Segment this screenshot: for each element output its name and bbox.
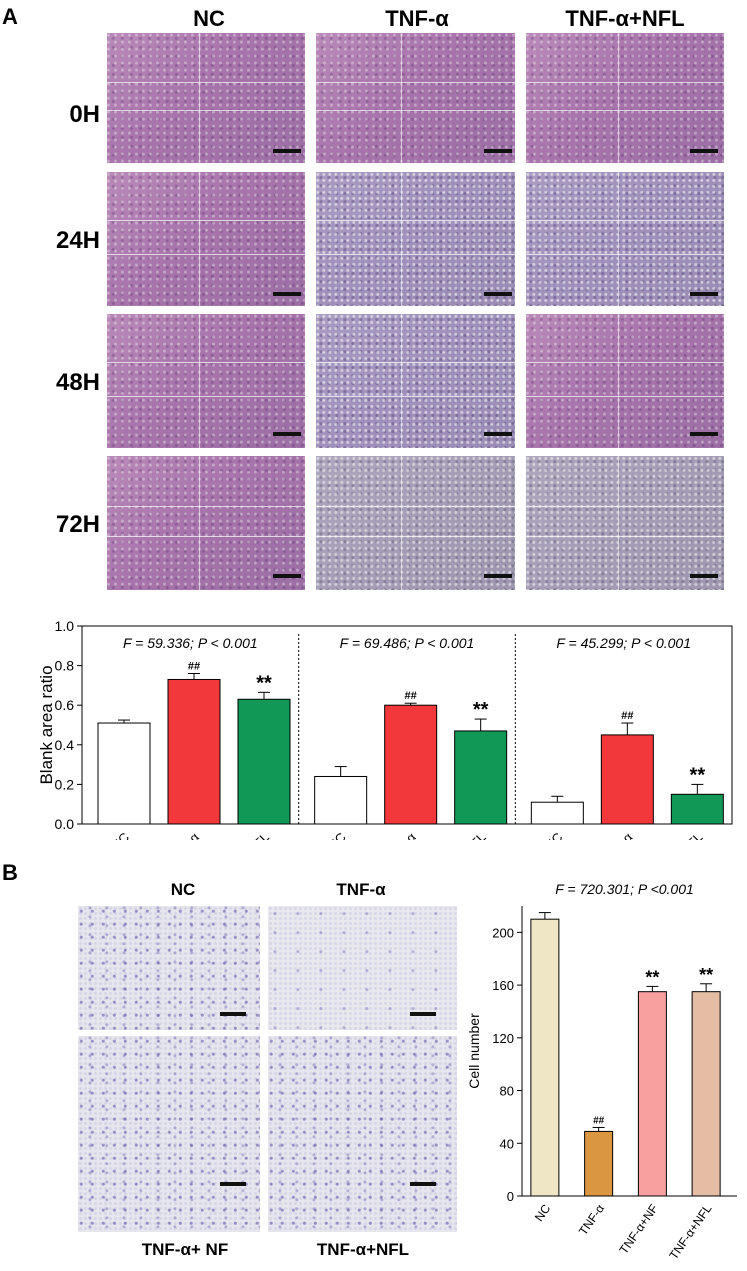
x-tick-label: TNF-α+NFL: [429, 830, 489, 840]
transwell-image-nc: [78, 906, 260, 1030]
group-stat: F = 45.299; P < 0.001: [556, 635, 691, 651]
micrograph-tnf-nfl-48h: [526, 314, 724, 448]
image-label-nc: NC: [170, 880, 196, 899]
bar-NC: [530, 918, 560, 1197]
x-tick-label: TNF-α: [382, 829, 419, 840]
bar-NC: [530, 801, 584, 825]
image-label-tnf-nf: TNF-α+ NF: [141, 1240, 229, 1259]
bar-TNF-α+NFL: [237, 698, 291, 825]
column-label-nc: NC: [193, 6, 225, 31]
transwell-image-tnf-nfl: [268, 1036, 457, 1232]
bar-NC: [97, 722, 151, 825]
row-label-48h: 48H: [55, 369, 100, 396]
bar-TNF-α: [384, 704, 438, 825]
micrograph-tnf-nfl-0h: [526, 33, 724, 163]
y-tick-label: 1.0: [55, 618, 75, 634]
y-tick-label: 0.2: [55, 776, 75, 792]
x-tick-label: NC: [542, 830, 566, 840]
y-tick-label: 80: [500, 1084, 514, 1099]
micrograph-tnf-0h: [316, 33, 515, 163]
x-tick-label: NC: [325, 830, 349, 840]
bar-TNF-α+NFL: [454, 730, 508, 825]
y-axis-label: Cell number: [466, 1013, 482, 1089]
x-tick-label: TNF-α+NFL: [666, 1201, 714, 1262]
transwell-image-tnf: [268, 906, 457, 1030]
bar-TNF-α: [584, 1130, 614, 1197]
significance-mark: **: [690, 764, 706, 786]
bar-NC: [314, 775, 368, 825]
y-tick-label: 120: [492, 1031, 514, 1046]
significance-mark: ##: [405, 690, 417, 702]
micrograph-tnf-nfl-72h: [526, 456, 724, 590]
y-tick-label: 200: [492, 925, 514, 940]
significance-mark: ##: [593, 1115, 605, 1126]
micrograph-tnf-48h: [316, 314, 515, 448]
significance-mark: **: [473, 699, 489, 721]
x-tick-label: TNF-α+NFL: [213, 830, 273, 840]
group-stat: F = 59.336; P < 0.001: [123, 635, 258, 651]
y-tick-label: 0.6: [55, 697, 75, 713]
bar-TNF-α: [600, 734, 654, 825]
y-tick-label: 0.0: [55, 816, 75, 832]
y-tick-label: 0.4: [55, 737, 75, 753]
bar-TNF-α+NFL: [670, 793, 724, 825]
micrograph-tnf-24h: [316, 172, 515, 306]
micrograph-nc-24h: [107, 172, 305, 306]
image-label-tnf-nfl: TNF-α+NFL: [316, 1240, 410, 1259]
x-tick-label: NC: [108, 830, 132, 840]
significance-mark: **: [256, 672, 272, 694]
x-tick-label: TNF-α: [576, 1202, 607, 1238]
group-stat: F = 69.486; P < 0.001: [340, 635, 475, 651]
row-label-24h: 24H: [55, 227, 100, 254]
x-tick-label: TNF-α+NF: [617, 1202, 661, 1257]
panel-letter-b: B: [2, 860, 18, 885]
micrograph-tnf-nfl-24h: [526, 172, 724, 306]
row-label-0h: 0H: [69, 101, 100, 128]
cell-number-chart: F = 720.301; P <0.001 0 40 80 120 160 200 Cell …: [466, 881, 737, 1262]
significance-mark: ##: [188, 661, 200, 673]
y-tick-label: 0.8: [55, 658, 75, 674]
chart-stat: F = 720.301; P <0.001: [555, 881, 694, 897]
x-tick-label: TNF-α: [165, 829, 202, 840]
bar-TNF-α+NFL: [691, 991, 721, 1197]
micrograph-nc-48h: [107, 314, 305, 448]
x-tick-label: NC: [532, 1201, 554, 1224]
significance-mark: ##: [621, 710, 633, 722]
panel-letter-a: A: [2, 4, 18, 29]
y-tick-label: 40: [500, 1136, 514, 1151]
row-label-72h: 72H: [55, 511, 100, 538]
significance-mark: **: [645, 967, 659, 987]
y-tick-label: 0: [507, 1189, 514, 1204]
blank-area-ratio-chart: 0.0 0.2 0.4 0.6 0.8 1.0 Blank area ratio F = 59…: [37, 618, 733, 840]
micrograph-nc-0h: [107, 33, 305, 163]
image-label-tnf: TNF-α: [336, 880, 386, 899]
bar-TNF-α: [167, 678, 221, 825]
transwell-image-tnf-nf: [78, 1036, 260, 1232]
y-tick-label: 160: [492, 978, 514, 993]
bar-TNF-α+NF: [637, 991, 667, 1197]
y-axis-label: Blank area ratio: [37, 665, 56, 784]
column-label-tnf-nfl: TNF-α+NFL: [565, 6, 685, 31]
micrograph-tnf-72h: [316, 456, 515, 590]
significance-mark: **: [699, 965, 713, 985]
micrograph-nc-72h: [107, 456, 305, 590]
x-tick-label: TNF-α+NFL: [646, 830, 706, 840]
x-tick-label: TNF-α: [599, 829, 636, 840]
column-label-tnf: TNF-α: [385, 6, 449, 31]
